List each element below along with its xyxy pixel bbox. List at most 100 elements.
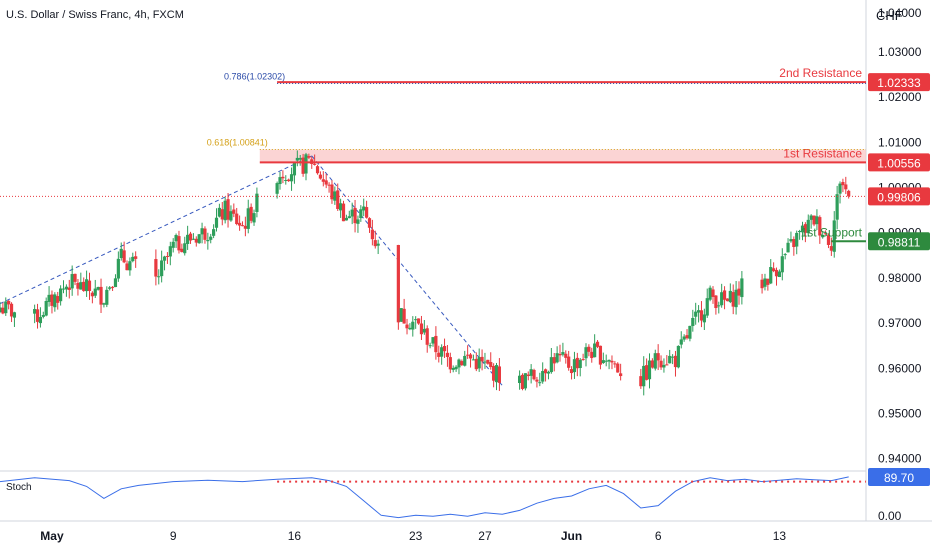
candle-body[interactable] [79, 282, 83, 290]
candle-body[interactable] [489, 362, 493, 368]
candle-body[interactable] [203, 228, 207, 240]
candle-body[interactable] [480, 356, 484, 362]
candle-body[interactable] [85, 279, 89, 292]
candle-body[interactable] [356, 219, 360, 224]
candle-body[interactable] [581, 359, 585, 361]
candle-body[interactable] [370, 229, 374, 240]
candle-body[interactable] [679, 339, 683, 345]
candle-body[interactable] [821, 234, 825, 238]
candle-body[interactable] [555, 353, 559, 363]
candle-body[interactable] [471, 359, 476, 361]
candle-body[interactable] [809, 215, 813, 220]
candle-body[interactable] [728, 290, 732, 303]
candle-body[interactable] [569, 369, 574, 374]
candle-body[interactable] [844, 184, 848, 190]
candle-body[interactable] [552, 357, 556, 364]
candle-body[interactable] [590, 351, 594, 359]
candle-body[interactable] [214, 217, 219, 228]
candle-body[interactable] [613, 363, 617, 365]
candle-body[interactable] [448, 357, 452, 370]
candle-body[interactable] [402, 308, 406, 324]
candle-body[interactable] [460, 361, 464, 366]
candle-body[interactable] [610, 360, 614, 363]
candle-body[interactable] [359, 209, 363, 219]
candle-body[interactable] [373, 240, 377, 247]
candle-body[interactable] [841, 181, 845, 186]
candle-body[interactable] [777, 271, 781, 278]
candle-body[interactable] [362, 206, 366, 211]
candle-body[interactable] [780, 256, 784, 273]
candle-body[interactable] [564, 353, 568, 358]
candle-body[interactable] [722, 290, 727, 300]
candle-body[interactable] [812, 215, 816, 225]
candle-body[interactable] [240, 225, 245, 227]
candle-layer[interactable] [0, 150, 851, 396]
candle-body[interactable] [223, 200, 227, 221]
candle-body[interactable] [414, 319, 418, 321]
candle-body[interactable] [396, 244, 400, 323]
candle-body[interactable] [165, 255, 170, 257]
candle-body[interactable] [832, 220, 836, 252]
candle-body[interactable] [275, 183, 279, 194]
candle-body[interactable] [587, 346, 591, 352]
candle-body[interactable] [12, 312, 17, 318]
candle-body[interactable] [177, 236, 181, 251]
candle-body[interactable] [0, 307, 2, 313]
candle-body[interactable] [567, 356, 571, 368]
candle-body[interactable] [575, 357, 579, 369]
candle-body[interactable] [434, 335, 438, 353]
candle-body[interactable] [492, 366, 496, 381]
candle-body[interactable] [642, 365, 646, 387]
candle-body[interactable] [212, 229, 216, 236]
candle-body[interactable] [324, 180, 328, 185]
candle-body[interactable] [760, 279, 764, 289]
candle-body[interactable] [665, 364, 669, 366]
candle-body[interactable] [220, 209, 224, 220]
candle-body[interactable] [477, 357, 481, 369]
candle-body[interactable] [725, 298, 730, 302]
candle-body[interactable] [543, 369, 548, 374]
candle-body[interactable] [616, 363, 620, 373]
candle-body[interactable] [200, 228, 204, 235]
candle-body[interactable] [188, 233, 193, 241]
candle-body[interactable] [659, 360, 663, 368]
candle-body[interactable] [217, 207, 221, 217]
candle-body[interactable] [353, 207, 357, 224]
candle-body[interactable] [252, 213, 256, 223]
candle-body[interactable] [619, 373, 623, 377]
candle-body[interactable] [330, 184, 334, 200]
candle-body[interactable] [321, 179, 325, 182]
candle-body[interactable] [186, 234, 190, 244]
candle-body[interactable] [783, 254, 787, 256]
candle-body[interactable] [803, 224, 807, 233]
candle-body[interactable] [350, 209, 354, 217]
candle-body[interactable] [711, 289, 715, 297]
candle-body[interactable] [541, 371, 545, 382]
candle-body[interactable] [44, 301, 48, 316]
candle-body[interactable] [405, 324, 409, 329]
candle-body[interactable] [344, 217, 348, 221]
candle-body[interactable] [327, 184, 331, 186]
candle-body[interactable] [598, 345, 603, 365]
candle-body[interactable] [691, 317, 695, 326]
candle-body[interactable] [333, 191, 337, 201]
candle-body[interactable] [774, 269, 779, 277]
candle-body[interactable] [835, 194, 839, 220]
candle-body[interactable] [818, 217, 822, 236]
candle-body[interactable] [70, 274, 74, 289]
candle-body[interactable] [486, 359, 490, 364]
candle-body[interactable] [339, 203, 343, 211]
candle-body[interactable] [183, 243, 187, 254]
candle-body[interactable] [180, 248, 184, 253]
candle-body[interactable] [90, 292, 94, 297]
candle-body[interactable] [116, 258, 120, 279]
candle-body[interactable] [425, 328, 429, 345]
candle-body[interactable] [96, 287, 100, 290]
candle-body[interactable] [347, 216, 351, 219]
candle-body[interactable] [823, 233, 828, 235]
candle-body[interactable] [792, 239, 796, 248]
candle-body[interactable] [298, 158, 302, 160]
candle-body[interactable] [838, 183, 842, 194]
candle-body[interactable] [399, 308, 403, 322]
candle-body[interactable] [110, 286, 115, 288]
